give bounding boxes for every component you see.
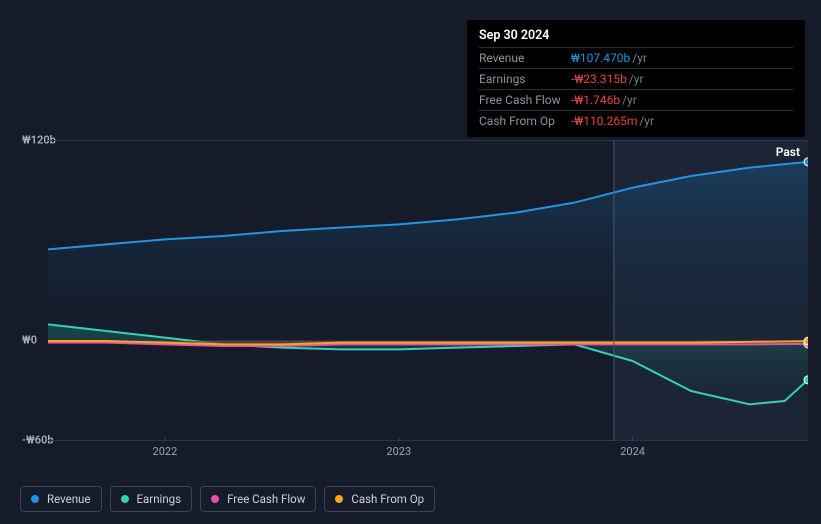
legend-label: Free Cash Flow: [227, 492, 305, 506]
tooltip-metric-label: Free Cash Flow: [479, 93, 571, 107]
legend-item[interactable]: Revenue: [20, 486, 102, 512]
chart-area: ₩120b₩0-₩60b Past 202220232024: [20, 125, 810, 470]
legend-item[interactable]: Earnings: [110, 486, 193, 512]
plot-region[interactable]: Past: [48, 140, 808, 440]
legend-dot-icon: [211, 495, 219, 503]
legend-dot-icon: [121, 495, 129, 503]
y-axis-label: ₩0: [22, 334, 37, 347]
data-tooltip: Sep 30 2024 Revenue₩107.470b/yrEarnings-…: [467, 20, 805, 137]
tooltip-metric-label: Revenue: [479, 51, 571, 65]
tooltip-suffix: /yr: [632, 51, 647, 65]
past-label: Past: [776, 145, 800, 159]
x-axis-label: 2024: [620, 445, 645, 458]
tooltip-metric-value: -₩1.746b: [571, 93, 620, 107]
legend-label: Earnings: [137, 492, 182, 506]
tooltip-metric-value: -₩23.315b: [571, 72, 627, 86]
tooltip-row: Revenue₩107.470b/yr: [479, 47, 793, 68]
x-axis-label: 2023: [386, 445, 411, 458]
tooltip-suffix: /yr: [629, 72, 644, 86]
legend-label: Revenue: [47, 492, 91, 506]
tooltip-row: Free Cash Flow-₩1.746b/yr: [479, 89, 793, 110]
x-axis-label: 2022: [153, 445, 178, 458]
legend-dot-icon: [335, 495, 343, 503]
tooltip-row: Earnings-₩23.315b/yr: [479, 68, 793, 89]
tooltip-date: Sep 30 2024: [479, 28, 793, 47]
tooltip-suffix: /yr: [622, 93, 637, 107]
legend-item[interactable]: Cash From Op: [324, 486, 435, 512]
legend-label: Cash From Op: [351, 492, 424, 506]
tooltip-metric-label: Earnings: [479, 72, 571, 86]
legend-dot-icon: [31, 495, 39, 503]
legend-item[interactable]: Free Cash Flow: [200, 486, 316, 512]
tooltip-metric-value: ₩107.470b: [571, 51, 630, 65]
legend: Revenue Earnings Free Cash Flow Cash From O…: [20, 486, 435, 512]
